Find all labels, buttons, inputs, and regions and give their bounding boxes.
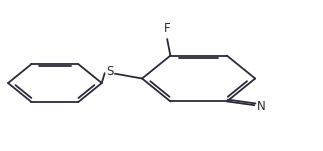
Text: S: S [106, 65, 113, 78]
Text: N: N [257, 100, 266, 113]
Text: F: F [164, 22, 171, 35]
